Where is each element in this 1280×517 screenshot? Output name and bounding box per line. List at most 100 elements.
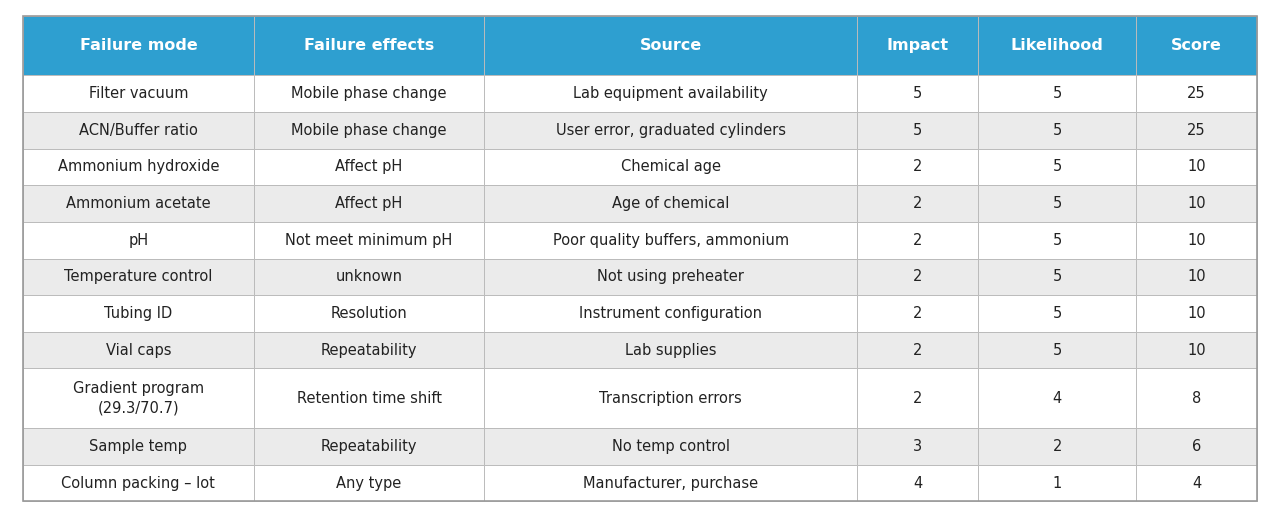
Text: 2: 2 [913,306,923,321]
Bar [978,185,1137,222]
Text: Tubing ID: Tubing ID [104,306,173,321]
Text: Failure mode: Failure mode [79,38,197,53]
Text: Repeatability: Repeatability [321,342,417,357]
Text: 25: 25 [1188,123,1206,138]
Bar [23,332,253,368]
Bar [978,75,1137,112]
Bar [858,295,978,332]
Text: Temperature control: Temperature control [64,269,212,284]
Text: Affect pH: Affect pH [335,160,403,175]
Text: Chemical age: Chemical age [621,160,721,175]
Bar [484,185,858,222]
Bar [978,295,1137,332]
Text: Not using preheater: Not using preheater [598,269,744,284]
Text: 1: 1 [1052,476,1061,491]
Bar [23,465,253,501]
Bar [23,428,253,465]
Text: Sample temp: Sample temp [90,439,187,454]
Text: pH: pH [128,233,148,248]
Text: 5: 5 [1052,160,1061,175]
Bar [1137,75,1257,112]
Text: 2: 2 [913,160,923,175]
Bar [858,222,978,258]
Bar [1137,16,1257,75]
Bar [23,16,253,75]
Text: User error, graduated cylinders: User error, graduated cylinders [556,123,786,138]
Bar [23,149,253,185]
Bar [858,149,978,185]
Text: 5: 5 [1052,342,1061,357]
Bar [484,332,858,368]
Bar [253,465,484,501]
Text: 4: 4 [1192,476,1201,491]
Bar [1137,332,1257,368]
Text: Ammonium hydroxide: Ammonium hydroxide [58,160,219,175]
Text: Ammonium acetate: Ammonium acetate [67,196,211,211]
Bar [253,332,484,368]
Bar [978,16,1137,75]
Bar [1137,112,1257,149]
Text: Mobile phase change: Mobile phase change [292,123,447,138]
Bar [253,75,484,112]
Text: 2: 2 [913,233,923,248]
Text: 10: 10 [1188,269,1206,284]
Bar [253,258,484,295]
Text: 3: 3 [913,439,922,454]
Bar [484,465,858,501]
Text: Retention time shift: Retention time shift [297,391,442,406]
Bar [1137,258,1257,295]
Bar [484,258,858,295]
Bar [23,295,253,332]
Text: 2: 2 [913,391,923,406]
Text: Affect pH: Affect pH [335,196,403,211]
Text: 2: 2 [913,196,923,211]
Text: Impact: Impact [887,38,948,53]
Text: Poor quality buffers, ammonium: Poor quality buffers, ammonium [553,233,788,248]
Bar [484,112,858,149]
Bar [23,222,253,258]
Text: Vial caps: Vial caps [106,342,172,357]
Bar [1137,465,1257,501]
Bar [978,149,1137,185]
Bar [23,75,253,112]
Bar [1137,222,1257,258]
Text: Score: Score [1171,38,1222,53]
Bar [253,295,484,332]
Text: 5: 5 [1052,306,1061,321]
Text: 10: 10 [1188,342,1206,357]
Text: 10: 10 [1188,196,1206,211]
Bar [858,258,978,295]
Text: 5: 5 [1052,86,1061,101]
Text: ACN/Buffer ratio: ACN/Buffer ratio [79,123,198,138]
Text: Any type: Any type [337,476,402,491]
Bar [484,75,858,112]
Text: Filter vacuum: Filter vacuum [88,86,188,101]
Bar [253,222,484,258]
Bar [858,465,978,501]
Bar [858,368,978,428]
Bar [1137,295,1257,332]
Text: 4: 4 [913,476,923,491]
Bar [858,332,978,368]
Text: Manufacturer, purchase: Manufacturer, purchase [584,476,759,491]
Text: Lab supplies: Lab supplies [625,342,717,357]
Bar [253,16,484,75]
Text: Instrument configuration: Instrument configuration [580,306,763,321]
Text: Transcription errors: Transcription errors [599,391,742,406]
Bar [484,16,858,75]
Text: 10: 10 [1188,233,1206,248]
Text: unknown: unknown [335,269,403,284]
Bar [1137,185,1257,222]
Text: 25: 25 [1188,86,1206,101]
Bar [484,428,858,465]
Text: 5: 5 [1052,269,1061,284]
Text: 2: 2 [913,269,923,284]
Bar [978,332,1137,368]
Text: 10: 10 [1188,160,1206,175]
Bar [1137,368,1257,428]
Text: 5: 5 [1052,123,1061,138]
Bar [978,465,1137,501]
Bar [253,112,484,149]
Text: 10: 10 [1188,306,1206,321]
Bar [484,149,858,185]
